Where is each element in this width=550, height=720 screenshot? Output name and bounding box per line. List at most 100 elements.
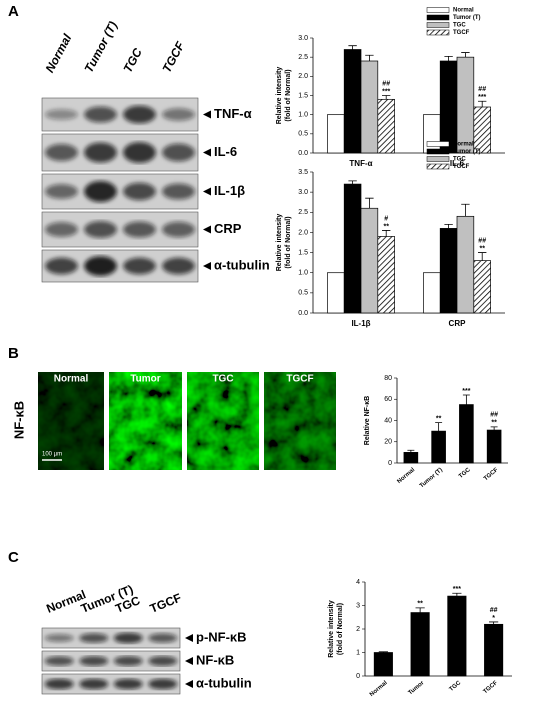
significance-label: *** [478, 94, 486, 101]
y-tick-label: 3.5 [298, 169, 308, 176]
blot-band [148, 678, 178, 690]
significance-label: ## [490, 412, 498, 419]
blot-band [113, 632, 143, 644]
blot-band [84, 256, 117, 276]
blot-band [84, 142, 117, 163]
blot-band [45, 222, 78, 237]
row-label: NF-κB [11, 401, 26, 439]
y-tick-label: 2.5 [298, 209, 308, 216]
blot-strip [41, 673, 181, 695]
arrowhead [185, 657, 193, 665]
blot-strip [41, 627, 181, 649]
bar [343, 49, 362, 154]
significance-label: * [492, 615, 495, 622]
x-tick-label: Normal [369, 680, 389, 698]
error-bar [348, 180, 357, 185]
x-tick-label: IL-1β [351, 319, 370, 328]
blot-band [45, 109, 78, 120]
band-label: CRP [214, 221, 242, 236]
bar [360, 207, 379, 314]
band-label: p-NF-κB [196, 629, 247, 644]
significance-label: ** [479, 245, 485, 252]
bar [327, 272, 345, 314]
legend-swatch [426, 163, 450, 170]
blot-band [162, 108, 195, 121]
y-axis-label: Relative NF-κB [364, 396, 371, 445]
y-tick-label: 20 [384, 439, 392, 446]
bar [447, 595, 467, 677]
blot-bands [45, 142, 195, 163]
bar [459, 404, 474, 464]
blot-band [123, 257, 156, 275]
blot-band [123, 221, 156, 238]
y-tick-label: 40 [384, 417, 392, 424]
blot-band [45, 143, 78, 162]
error-bar [415, 607, 425, 613]
band-label: NF-κB [196, 652, 234, 667]
blot-band [44, 634, 74, 642]
x-tick-label: TGC [449, 680, 463, 693]
error-bar [452, 592, 462, 597]
band-label: α-tubulin [214, 257, 270, 272]
x-tick-label: Normal [396, 467, 416, 485]
legend-label: Normal [453, 142, 474, 148]
micrograph-tissue [187, 372, 259, 470]
arrowhead [203, 110, 211, 119]
error-bar [478, 100, 487, 107]
micrograph-tissue [38, 372, 104, 470]
y-tick-label: 0 [356, 673, 360, 680]
lane-label: TGCF [160, 39, 188, 75]
scale-bar-label: 100 µm [42, 452, 62, 458]
micrograph-label: Normal [54, 374, 89, 385]
blot-bands [45, 221, 195, 238]
band-label: IL-1β [214, 183, 245, 198]
lane-label: Normal [43, 31, 75, 75]
panel-label: A [8, 3, 19, 20]
bar [327, 114, 345, 154]
blot-band [79, 678, 109, 690]
bar [473, 260, 491, 314]
bar [360, 60, 379, 154]
blot-band [44, 656, 74, 666]
panel-label: C [8, 549, 19, 566]
micrograph-tissue [264, 372, 336, 470]
x-tick-label: CRP [449, 319, 467, 328]
legend-label: TGC [453, 23, 466, 29]
significance-label: *** [462, 388, 470, 395]
error-bar [462, 394, 470, 405]
blot-bands [45, 105, 195, 124]
bar [456, 215, 475, 314]
y-tick-label: 2 [356, 626, 360, 633]
y-tick-label: 0.0 [298, 310, 308, 317]
micrograph-label: Tumor [130, 374, 160, 385]
x-tick-label: Tumor (T) [419, 467, 444, 489]
bar [439, 228, 458, 314]
y-tick-label: 0.5 [298, 131, 308, 138]
legend-swatch [426, 141, 450, 147]
error-bar [348, 45, 357, 50]
y-tick-label: 4 [356, 579, 360, 586]
legend-label: Normal [453, 8, 474, 14]
x-tick-label: TGCF [483, 467, 500, 482]
bar [377, 98, 395, 154]
error-bar [444, 223, 453, 229]
significance-label: ** [491, 420, 497, 427]
error-bar [407, 449, 415, 453]
y-axis-label: (fold of Normal) [285, 216, 292, 268]
y-tick-label: 1.0 [298, 112, 308, 119]
blot-band [113, 678, 143, 690]
bar [423, 114, 441, 154]
significance-label: ## [382, 80, 390, 87]
blot-band [44, 678, 74, 690]
legend-swatch [426, 148, 450, 155]
micrograph-tissue [109, 372, 182, 470]
y-tick-label: 1.5 [298, 249, 308, 256]
error-bar [461, 52, 470, 58]
y-axis-label: Relative intensity [328, 600, 335, 658]
y-tick-label: 3 [356, 602, 360, 609]
legend-swatch [426, 7, 450, 13]
lane-label: TGC [121, 46, 145, 75]
legend-swatch [426, 156, 450, 162]
blot-band [123, 105, 156, 124]
